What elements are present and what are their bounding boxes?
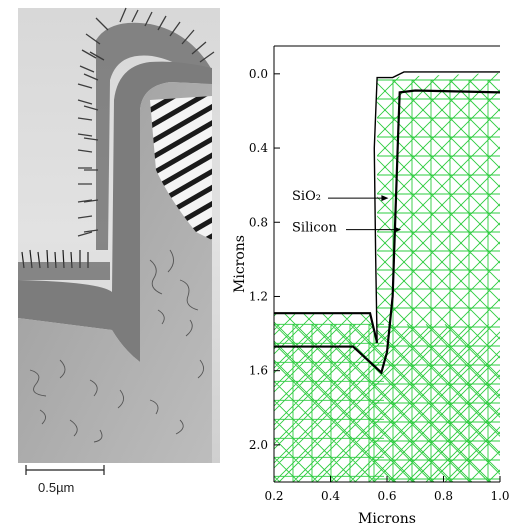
oxide-silicon-interface bbox=[274, 89, 501, 375]
horizontal-layer-band bbox=[18, 262, 110, 280]
tem-micrograph: 0.5µm bbox=[18, 7, 220, 500]
x-tick-label: 0.2 bbox=[264, 489, 283, 503]
x-tick-label: 0.6 bbox=[377, 489, 396, 503]
annotation-arrowhead bbox=[394, 226, 402, 233]
oxide-layer bbox=[18, 61, 212, 362]
scale-bar-label: 0.5µm bbox=[38, 480, 74, 495]
y-tick-label: 0.0 bbox=[249, 67, 268, 81]
scale-bar bbox=[25, 465, 105, 475]
mesh-lines bbox=[274, 72, 500, 482]
y-axis-label: Microns bbox=[232, 235, 248, 293]
x-tick-label: 0.4 bbox=[321, 489, 340, 503]
oxide-top-surface bbox=[274, 312, 379, 344]
triangular-mesh bbox=[274, 72, 500, 482]
annotation-arrowhead bbox=[381, 195, 389, 202]
annotation-label: Silicon bbox=[292, 221, 337, 236]
horizontal-fibrous-layer bbox=[21, 249, 89, 269]
oxide-outer-surface bbox=[373, 71, 500, 343]
simulation-plot: 0.2 0.4 0.6 0.8 1.00.00.40.81.21.62.0 SiO₂Si… bbox=[232, 45, 509, 527]
material-boundaries bbox=[274, 71, 501, 375]
x-tick-label: 0.8 bbox=[434, 489, 453, 503]
x-tick-label: 1.0 bbox=[490, 489, 509, 503]
y-tick-label: 0.4 bbox=[249, 141, 268, 155]
dislocation-network bbox=[29, 249, 204, 443]
scale-bar-area bbox=[18, 463, 220, 500]
y-tick-label: 2.0 bbox=[249, 438, 268, 452]
axis-ticks: 0.2 0.4 0.6 0.8 1.0 0.0 0.4 0.8 1.2 1.6 2.0 bbox=[249, 67, 509, 503]
x-axis-label: Microns bbox=[358, 511, 416, 527]
y-tick-label: 1.2 bbox=[249, 289, 268, 303]
bend-contour-fringes bbox=[150, 96, 212, 240]
annotation-label: SiO₂ bbox=[292, 189, 321, 204]
y-tick-label: 1.6 bbox=[249, 364, 268, 378]
fibrous-layer-shadow bbox=[96, 22, 212, 250]
annotations: SiO₂ Silicon bbox=[292, 189, 402, 236]
y-tick-label: 0.8 bbox=[249, 215, 268, 229]
